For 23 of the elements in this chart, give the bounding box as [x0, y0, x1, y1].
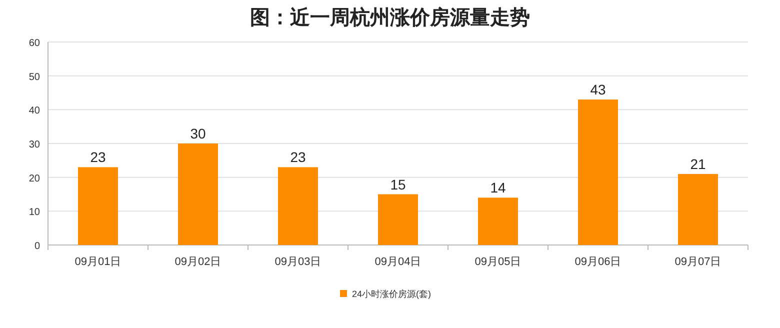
x-tick-label: 09月05日: [474, 256, 522, 268]
x-tick-label: 09月04日: [374, 256, 422, 268]
data-label: 21: [690, 156, 706, 172]
data-label: 15: [390, 176, 406, 192]
y-tick-label: 30: [28, 140, 40, 150]
data-label: 43: [590, 82, 606, 98]
title: 图：近一周杭州涨价房源量走势: [250, 7, 530, 29]
y-tick-label: 20: [28, 173, 40, 184]
legend-label: 24小时涨价房源(套): [352, 289, 432, 299]
y-tick-label: 0: [34, 241, 40, 252]
x-tick-label: 09月07日: [674, 256, 722, 268]
y-tick-label: 50: [28, 72, 40, 83]
data-label: 14: [490, 180, 506, 196]
x-tick-label: 09月02日: [174, 256, 222, 268]
data-label: 23: [290, 149, 306, 166]
x-tick-label: 09月06日: [574, 256, 622, 268]
data-label: 30: [190, 126, 206, 142]
data-label: 23: [90, 149, 106, 166]
x-tick-label: 09月03日: [274, 256, 322, 268]
x-tick-label: 09月01日: [74, 256, 122, 268]
y-tick-label: 10: [28, 207, 40, 218]
y-tick-label: 40: [28, 106, 40, 117]
y-tick-label: 60: [28, 38, 40, 49]
